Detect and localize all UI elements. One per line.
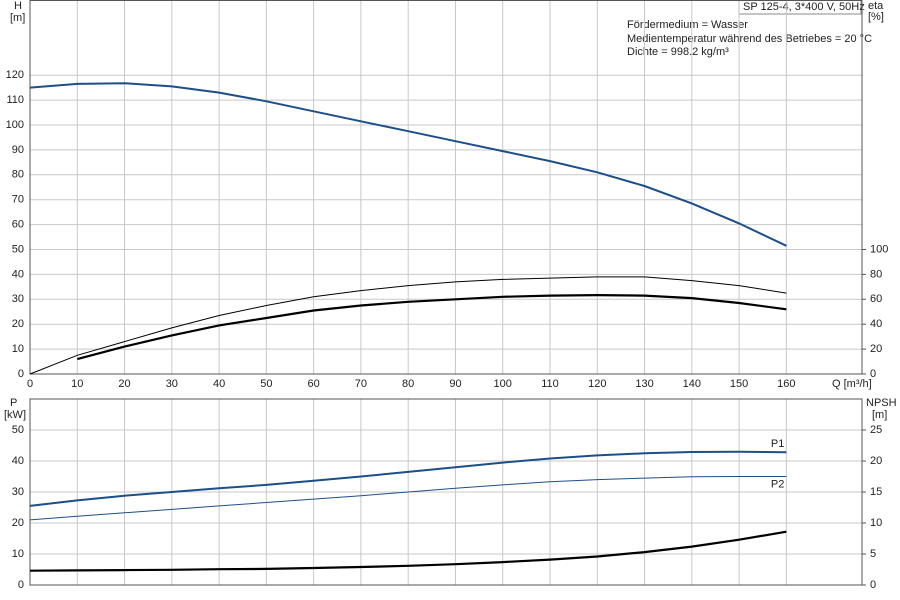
x-tick-label: 40 bbox=[213, 378, 225, 390]
series-line bbox=[29, 450, 787, 507]
y2-label: NPSH bbox=[866, 397, 897, 409]
plot-frame bbox=[29, 0, 863, 375]
y-tick-label: 20 bbox=[12, 318, 24, 330]
x-tick-label: 120 bbox=[588, 378, 606, 390]
x-tick-label: 110 bbox=[541, 378, 559, 390]
x-tick-label: 20 bbox=[118, 378, 130, 390]
y-tick-label: 90 bbox=[12, 144, 24, 156]
plot-frame bbox=[29, 398, 863, 586]
x-tick-label: 130 bbox=[635, 378, 653, 390]
y2-unit: [%] bbox=[868, 11, 884, 23]
y-tick-label: 100 bbox=[6, 119, 24, 131]
y2-tick-label: 0 bbox=[870, 579, 876, 591]
y-unit: [m] bbox=[10, 12, 25, 24]
y2-tick-label: 25 bbox=[870, 424, 882, 436]
series-label: P1 bbox=[771, 438, 784, 450]
x-tick-label: 10 bbox=[71, 378, 83, 390]
y2-tick-label: 10 bbox=[870, 517, 882, 529]
x-tick-label: 140 bbox=[683, 378, 701, 390]
x-tick-label: 0 bbox=[27, 378, 33, 390]
series-line bbox=[29, 82, 787, 247]
y2-tick-label: 0 bbox=[870, 368, 876, 380]
x-tick-label: 80 bbox=[402, 378, 414, 390]
x-tick-label: 60 bbox=[308, 378, 320, 390]
y2-tick-label: 60 bbox=[870, 293, 882, 305]
x-label: Q [m³/h] bbox=[832, 378, 872, 390]
x-tick-label: 150 bbox=[730, 378, 748, 390]
y2-tick-label: 40 bbox=[870, 318, 882, 330]
y-tick-label: 70 bbox=[12, 194, 24, 206]
annotation: Fördermedium = Wasser bbox=[627, 19, 748, 31]
x-tick-label: 30 bbox=[166, 378, 178, 390]
y2-tick-label: 20 bbox=[870, 455, 882, 467]
info-text: SP 125-4, 3*400 V, 50Hz bbox=[743, 1, 865, 13]
y-label: H bbox=[14, 0, 22, 12]
annotation: Dichte = 998.2 kg/m³ bbox=[627, 46, 729, 58]
y-label: P bbox=[10, 397, 17, 409]
y2-tick-label: 100 bbox=[870, 243, 888, 255]
y-unit: [kW] bbox=[4, 409, 26, 421]
y-tick-label: 30 bbox=[12, 293, 24, 305]
y-tick-label: 110 bbox=[6, 94, 24, 106]
y-tick-label: 50 bbox=[12, 424, 24, 436]
y-tick-label: 80 bbox=[12, 169, 24, 181]
x-tick-label: 50 bbox=[260, 378, 272, 390]
y-tick-label: 30 bbox=[12, 486, 24, 498]
y-tick-label: 120 bbox=[6, 69, 24, 81]
annotation: Medientemperatur während des Betriebes =… bbox=[627, 33, 872, 45]
y2-tick-label: 20 bbox=[870, 343, 882, 355]
series-line bbox=[29, 276, 787, 375]
y2-label: eta bbox=[868, 0, 884, 12]
y2-tick-label: 15 bbox=[870, 486, 882, 498]
y-tick-label: 40 bbox=[12, 455, 24, 467]
y2-unit: [m] bbox=[872, 409, 887, 421]
series-line bbox=[77, 293, 787, 361]
y-tick-label: 0 bbox=[18, 579, 24, 591]
series-label: P2 bbox=[771, 478, 784, 490]
y-tick-label: 60 bbox=[12, 219, 24, 231]
series-line bbox=[29, 530, 787, 572]
y-tick-label: 50 bbox=[12, 243, 24, 255]
y-tick-label: 10 bbox=[12, 343, 24, 355]
y2-tick-label: 5 bbox=[870, 548, 876, 560]
x-tick-label: 160 bbox=[777, 378, 795, 390]
y-tick-label: 20 bbox=[12, 517, 24, 529]
y-tick-label: 40 bbox=[12, 268, 24, 280]
y-tick-label: 0 bbox=[18, 368, 24, 380]
x-tick-label: 90 bbox=[449, 378, 461, 390]
x-tick-label: 70 bbox=[355, 378, 367, 390]
x-tick-label: 100 bbox=[494, 378, 512, 390]
y2-tick-label: 80 bbox=[870, 268, 882, 280]
y-tick-label: 10 bbox=[12, 548, 24, 560]
series-line bbox=[29, 476, 787, 521]
